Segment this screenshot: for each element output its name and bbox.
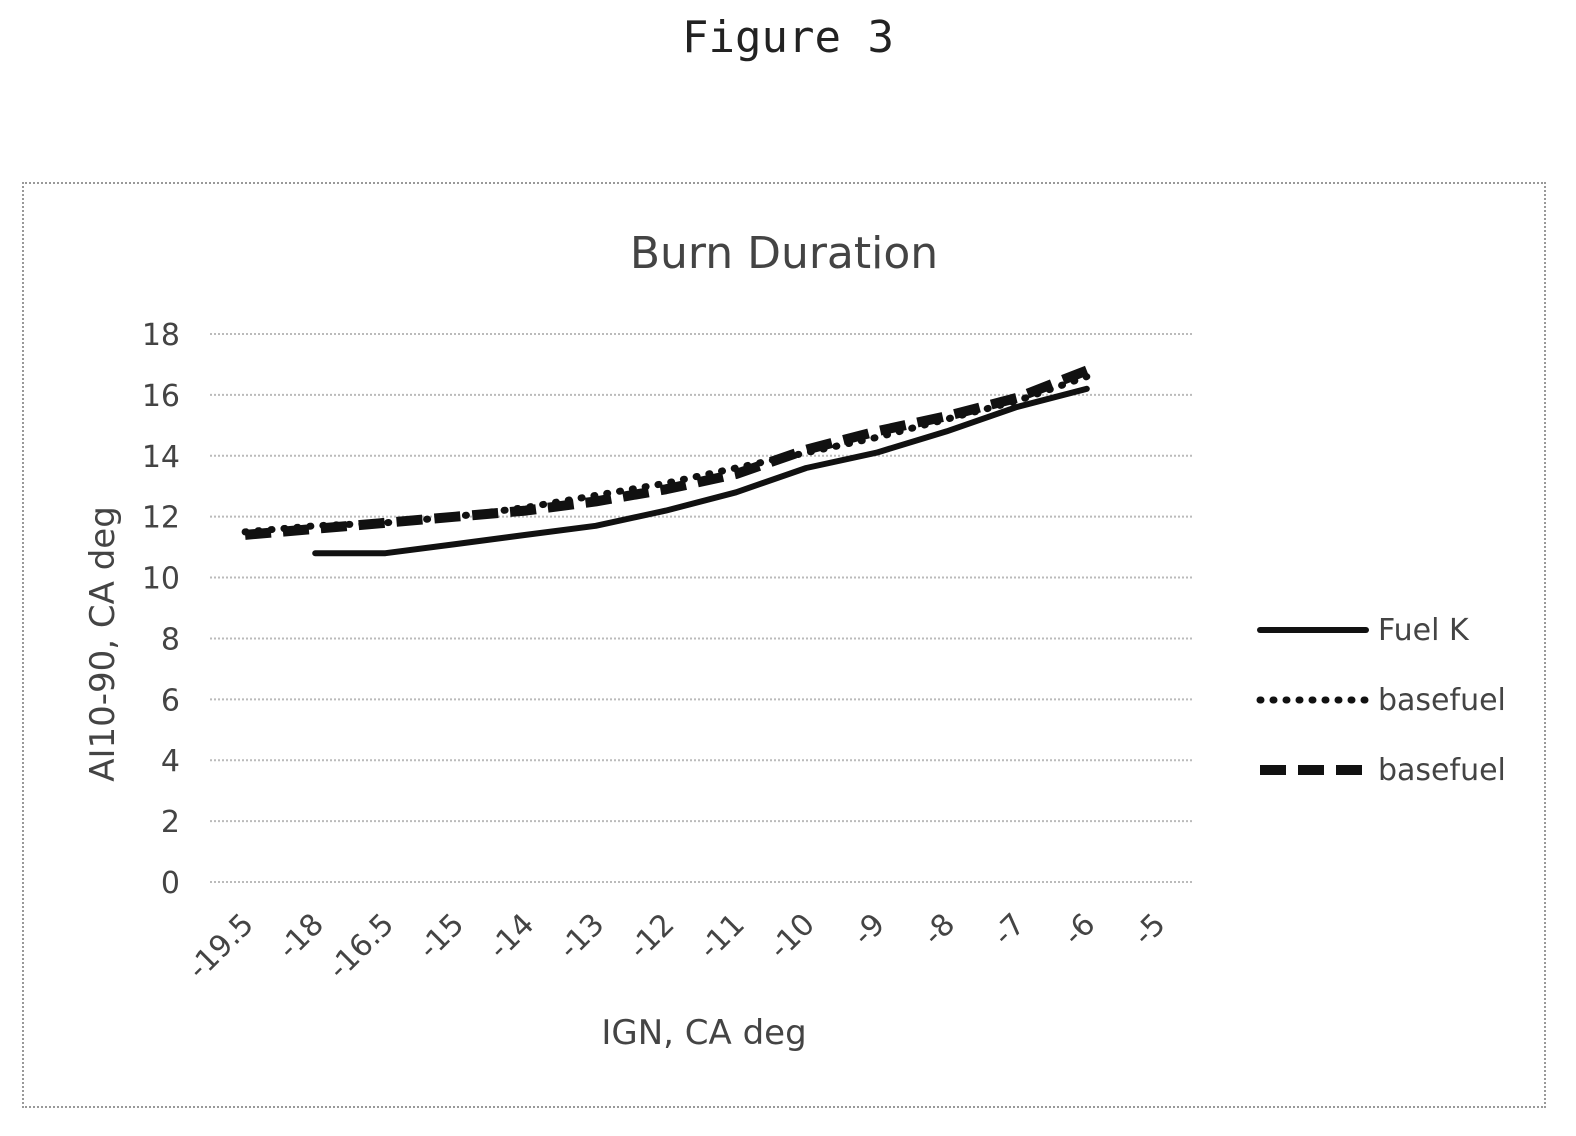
x-tick-label: -13 — [552, 907, 611, 966]
x-tick-label: -14 — [482, 907, 541, 966]
x-tick-label: -11 — [692, 907, 751, 966]
y-axis-ticks: 0 2 4 6 8 10 12 14 16 18 — [142, 318, 180, 901]
y-tick-label: 0 — [161, 866, 180, 901]
x-tick-label: -18 — [271, 907, 330, 966]
legend: Fuel K basefuel basefuel — [1256, 613, 1506, 788]
x-tick-label: -10 — [762, 907, 821, 966]
y-axis-title: AI10-90, CA deg — [83, 506, 123, 782]
x-axis-ticks: -19.5 -18-16.5 -15 -14 -13 -12 -11 -10 -9 -8 -7 -6-… — [181, 907, 1172, 987]
chart-title: Burn Duration — [630, 228, 938, 279]
legend-label: Fuel K — [1378, 613, 1470, 648]
chart-frame: Burn Duration 0 2 4 6 8 10 12 14 16 18 -19.5 -18 -1… — [22, 182, 1546, 1108]
x-tick-label: -7 — [986, 907, 1032, 953]
figure-label: Figure 3 — [682, 12, 894, 63]
y-tick-label: 6 — [161, 683, 180, 718]
y-tick-label: 2 — [161, 805, 180, 840]
legend-label: basefuel — [1378, 683, 1506, 718]
x-axis-title: IGN, CA deg — [601, 1013, 806, 1053]
series-line-2 — [244, 365, 1089, 540]
x-tick-label: -12 — [622, 907, 681, 966]
x-tick-label: -19.5 — [181, 907, 261, 987]
series-lines — [241, 365, 1091, 557]
y-tick-label: 16 — [142, 379, 180, 414]
y-tick-label: 10 — [142, 562, 180, 597]
gridlines — [210, 333, 1192, 883]
x-tick-label: -16.5 — [321, 907, 401, 987]
x-tick-label: -8 — [916, 907, 962, 953]
y-tick-label: 8 — [161, 622, 180, 657]
y-tick-label: 14 — [142, 440, 180, 475]
series-line-1 — [241, 373, 1091, 536]
series-line-0 — [312, 385, 1090, 557]
x-tick-label: -5 — [1127, 907, 1173, 953]
y-tick-label: 12 — [142, 501, 180, 536]
x-tick-label: -15 — [412, 907, 471, 966]
legend-label: basefuel — [1378, 753, 1506, 788]
x-tick-label: -9 — [846, 907, 892, 953]
x-tick-label: -6 — [1057, 907, 1103, 953]
y-tick-label: 18 — [142, 318, 180, 353]
y-tick-label: 4 — [161, 744, 180, 779]
